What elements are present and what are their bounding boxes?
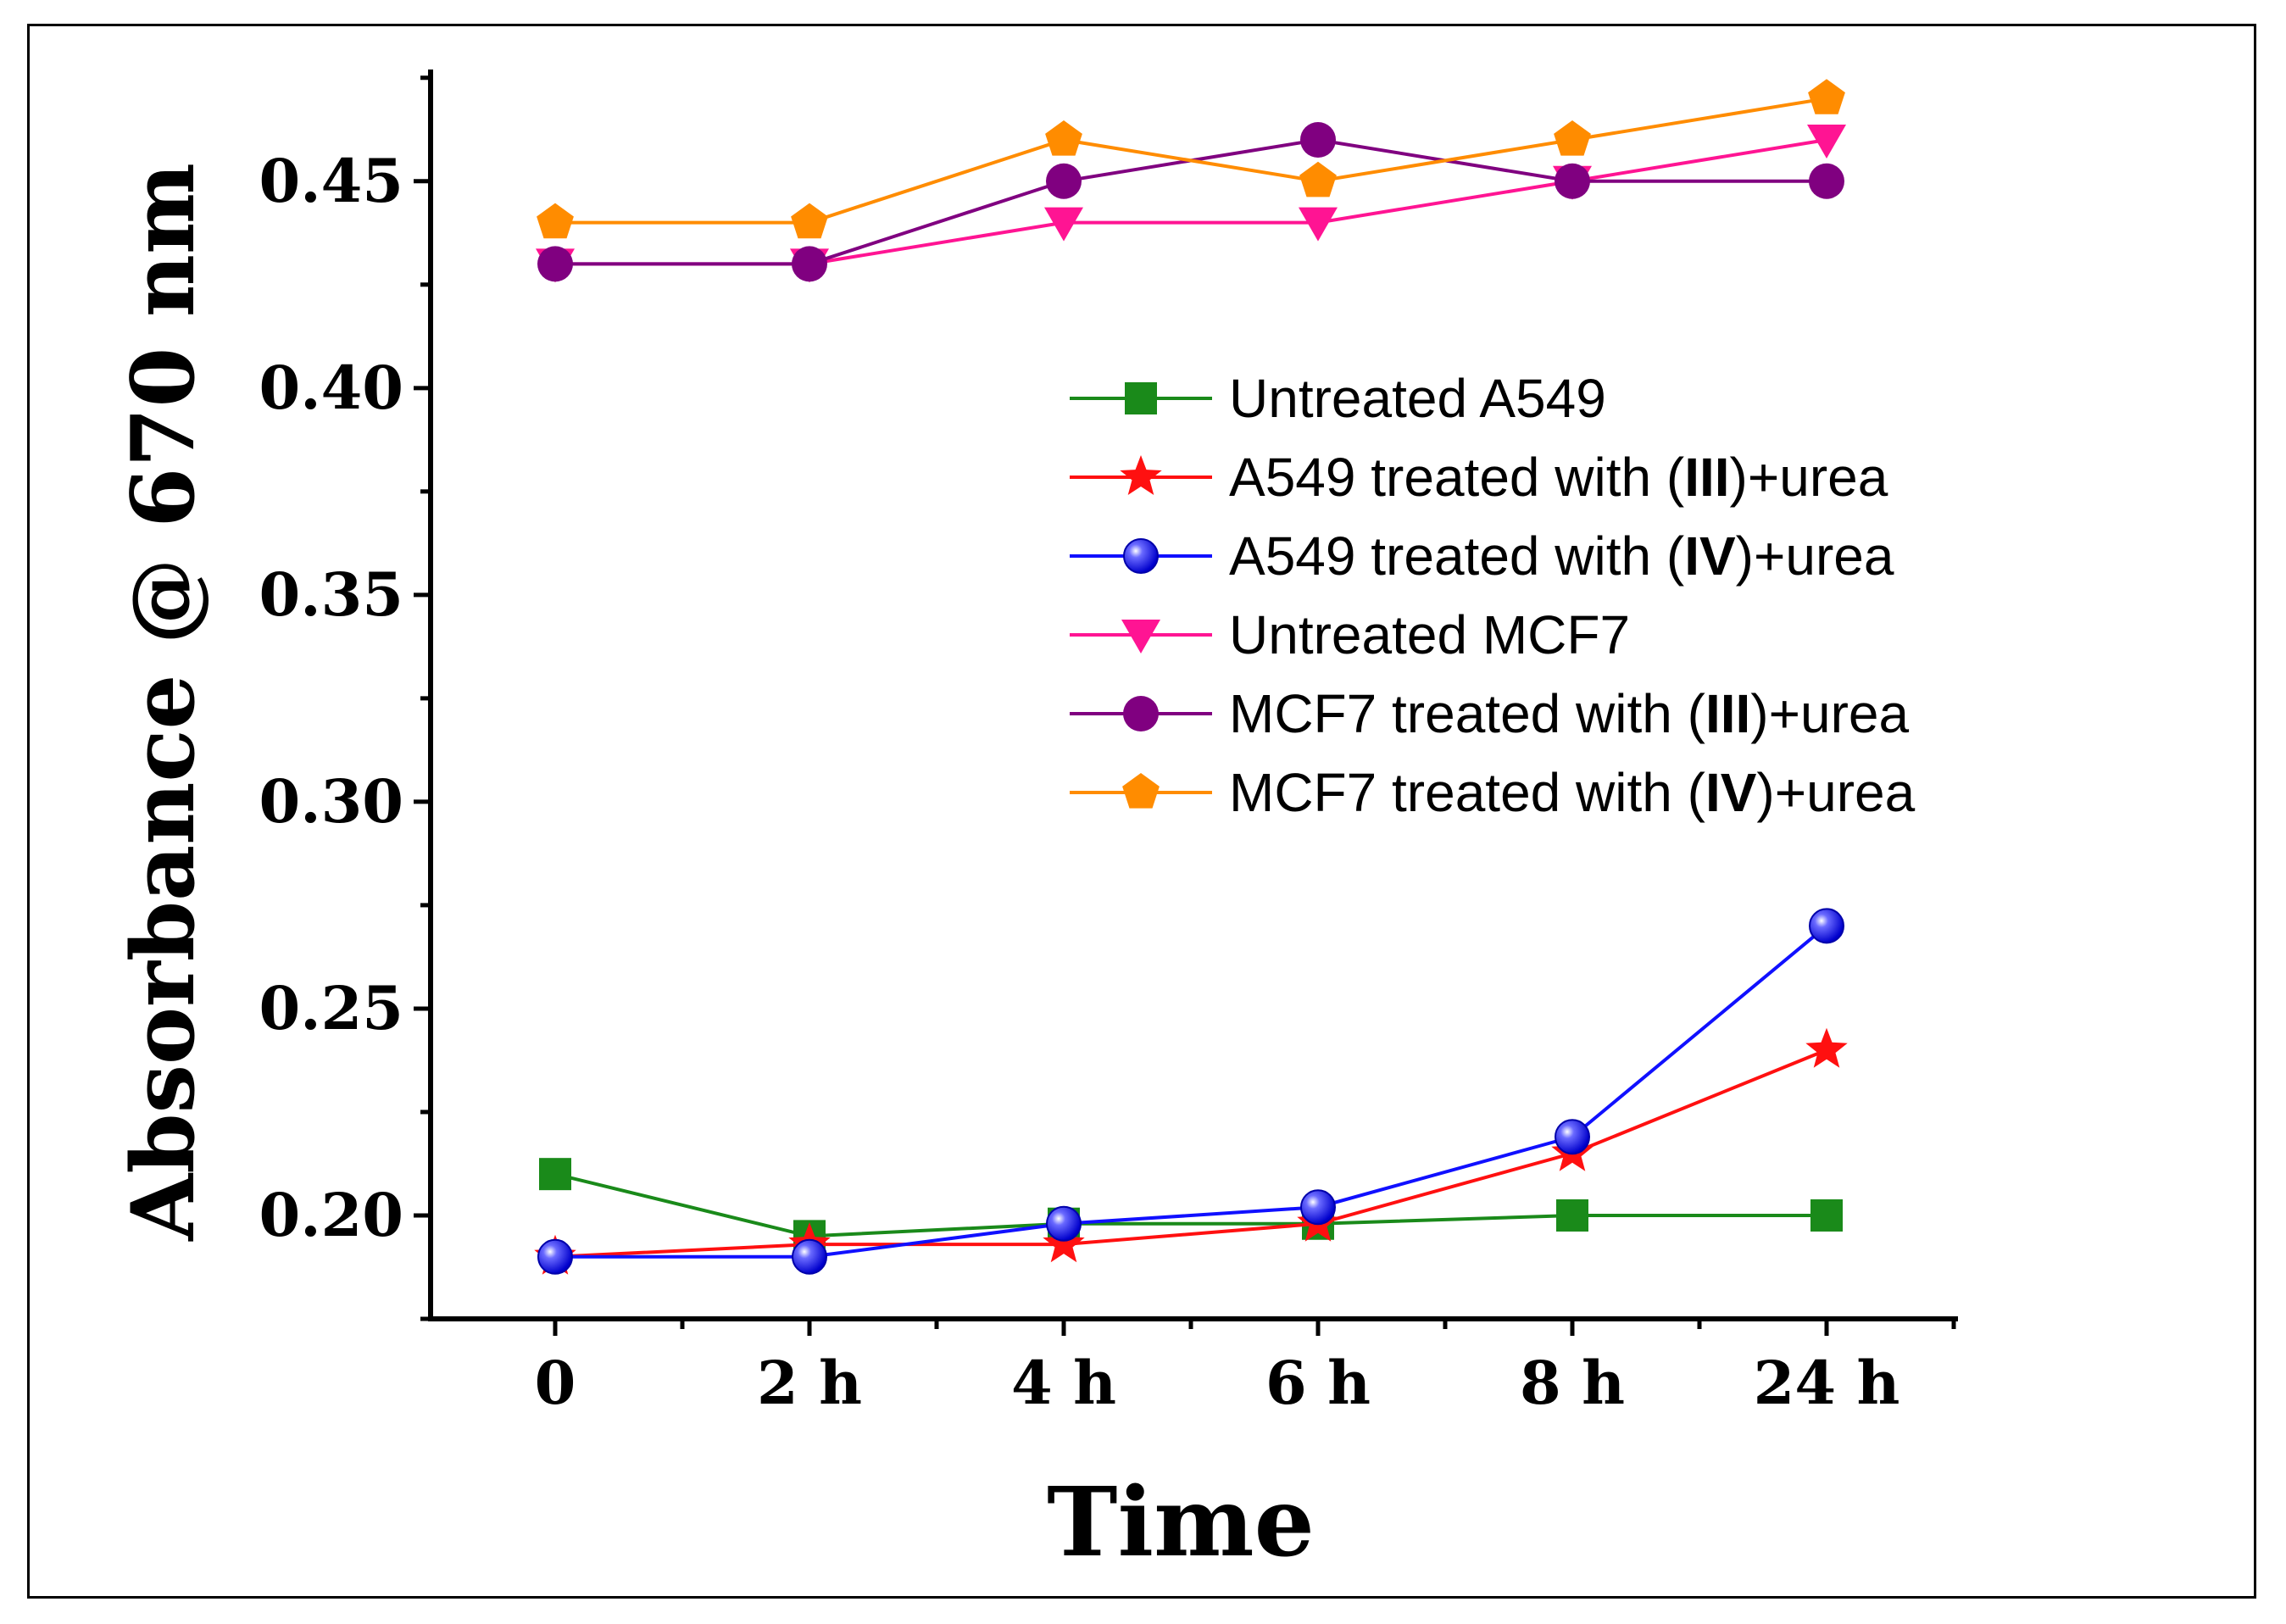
legend-item: MCF7 treated with (III)+urea (1070, 683, 1909, 744)
data-point (537, 246, 573, 282)
data-point (1809, 908, 1844, 944)
data-point (1808, 79, 1845, 114)
series-line (555, 97, 1827, 225)
x-tick-label: 6 h (1265, 1348, 1371, 1418)
data-point (1554, 120, 1591, 156)
data-point (792, 246, 827, 282)
y-tick-label: 0.40 (259, 353, 404, 423)
x-tick-label: 4 h (1011, 1348, 1116, 1418)
legend-label-part: )+urea (1750, 683, 1909, 744)
legend-marker (1121, 620, 1160, 653)
y-tick-label: 0.25 (259, 973, 404, 1043)
y-tick-label: 0.35 (259, 559, 404, 630)
data-point (1300, 1189, 1336, 1226)
legend-marker (1123, 696, 1159, 731)
x-tick-label: 2 h (757, 1348, 862, 1418)
data-point (1299, 207, 1338, 242)
legend-label: MCF7 treated with (III)+urea (1229, 683, 1909, 744)
data-point (1810, 1199, 1843, 1232)
series-line (555, 137, 1827, 266)
legend-label: MCF7 treated with (IV)+urea (1229, 762, 1916, 823)
data-point (1555, 163, 1590, 199)
legend-label-part: MCF7 treated with ( (1229, 683, 1705, 744)
series-line (555, 137, 1827, 266)
series-5 (537, 121, 1844, 282)
data-point (1300, 121, 1336, 158)
data-point (1555, 1119, 1590, 1155)
data-point (537, 203, 574, 239)
legend-label-part: )+urea (1730, 447, 1888, 508)
data-point (1044, 207, 1083, 242)
series-layer (534, 79, 1848, 1275)
legend-item: A549 treated with (IV)+urea (1070, 526, 1894, 587)
legend-item: Untreated MCF7 (1070, 604, 1630, 665)
series-1 (539, 1158, 1843, 1253)
data-point (1043, 1222, 1085, 1263)
legend-label-part: A549 treated with ( (1229, 447, 1684, 508)
legend-marker (1125, 382, 1157, 414)
x-axis-title: Time (1047, 1467, 1315, 1578)
data-point (792, 1238, 827, 1275)
series-6 (537, 79, 1845, 239)
legend-label-bold: III (1684, 447, 1729, 508)
series-line (555, 924, 1828, 1259)
legend-item: MCF7 treated with (IV)+urea (1070, 762, 1916, 823)
legend-label: A549 treated with (III)+urea (1229, 447, 1888, 508)
data-point (1045, 120, 1082, 156)
legend-label-part: MCF7 treated with ( (1229, 762, 1705, 823)
data-point (537, 1238, 573, 1275)
x-tick-label: 8 h (1520, 1348, 1625, 1418)
legend-item: Untreated A549 (1070, 368, 1606, 429)
legend-label-bold: IV (1705, 762, 1757, 823)
legend-label-part: A549 treated with ( (1229, 526, 1684, 587)
axes: 0.20 0.25 0.30 0.35 0.40 0.45 0 2 h 4 h 6 h 8 h 24 … (259, 70, 1958, 1418)
data-point (1807, 124, 1846, 159)
legend-label-part: )+urea (1756, 762, 1915, 823)
legend-marker (1120, 455, 1162, 495)
series-2 (534, 1027, 1848, 1275)
legend-label-part: )+urea (1736, 526, 1894, 587)
x-tick-label: 24 h (1754, 1348, 1900, 1418)
legend-label: Untreated A549 (1229, 368, 1606, 429)
figure-frame (27, 24, 2256, 1599)
series-line (554, 1172, 1827, 1238)
data-point (539, 1158, 571, 1191)
series-4 (536, 124, 1846, 283)
legend-marker (1122, 773, 1160, 809)
legend-label: Untreated MCF7 (1229, 604, 1630, 665)
y-axis-title: Absorbance @ 670 nm (113, 163, 214, 1242)
series-line (554, 1048, 1827, 1259)
data-point (791, 203, 828, 239)
data-point (1046, 163, 1082, 199)
series-3 (537, 908, 1844, 1275)
legend-label: A549 treated with (IV)+urea (1229, 526, 1894, 587)
legend-marker (1123, 538, 1159, 574)
y-tick-label: 0.45 (259, 146, 404, 216)
data-point (1556, 1199, 1588, 1232)
data-point (1299, 161, 1337, 197)
x-tick-label: 0 (535, 1348, 576, 1418)
legend-item: A549 treated with (III)+urea (1070, 447, 1888, 508)
data-point (1809, 163, 1844, 199)
data-point (1805, 1027, 1848, 1068)
legend-label-bold: III (1705, 683, 1750, 744)
y-tick-label: 0.30 (259, 766, 404, 837)
data-point (1046, 1205, 1082, 1242)
y-tick-label: 0.20 (259, 1180, 404, 1250)
legend-label-bold: IV (1684, 526, 1736, 587)
